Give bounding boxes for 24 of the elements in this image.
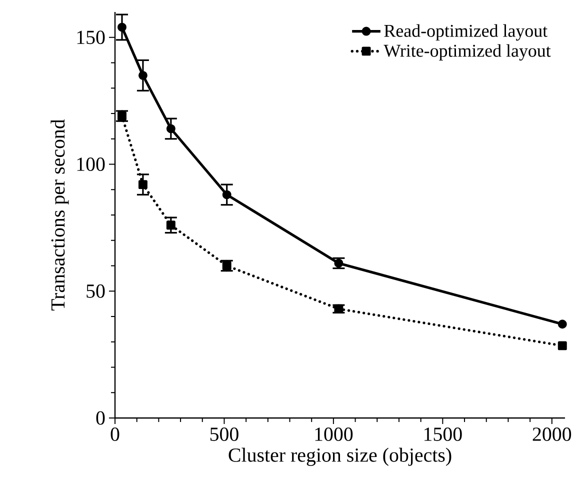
x-tick-label: 0	[110, 428, 120, 441]
point	[138, 180, 148, 190]
point	[558, 320, 567, 329]
x-tick-label: 500	[210, 428, 238, 441]
point	[118, 112, 126, 121]
point	[558, 341, 567, 350]
y-axis-title: Transactions per second	[50, 119, 69, 311]
legend-label: Read-optimized layout	[384, 24, 548, 41]
point	[222, 190, 232, 200]
y-tick-label: 0	[96, 411, 105, 425]
x-axis-title: Cluster region size (objects)	[228, 448, 452, 466]
x-tick-label: 2000	[532, 428, 572, 441]
point	[166, 124, 176, 134]
y-tick-label: 150	[77, 30, 105, 44]
x-tick-label: 1000	[315, 428, 353, 441]
legend-label: Write-optimized layout	[384, 44, 551, 61]
point	[138, 70, 148, 80]
y-tick-label: 100	[77, 158, 105, 171]
y-tick-label: 50	[86, 284, 105, 298]
x-tick-label: 1500	[424, 428, 462, 441]
point	[118, 22, 126, 32]
point	[222, 261, 232, 270]
point	[166, 220, 176, 230]
point	[334, 258, 344, 268]
